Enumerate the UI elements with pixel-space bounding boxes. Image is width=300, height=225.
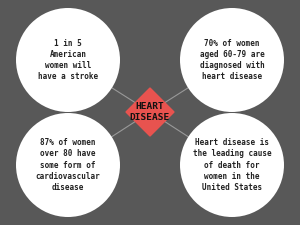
Polygon shape <box>126 88 174 136</box>
Text: 1 in 5
American
women will
have a stroke: 1 in 5 American women will have a stroke <box>38 39 98 81</box>
Text: Heart disease is
the leading cause
of death for
women in the
United States: Heart disease is the leading cause of de… <box>193 138 271 192</box>
Ellipse shape <box>180 8 284 112</box>
Text: 87% of women
over 80 have
some form of
cardiovascular
disease: 87% of women over 80 have some form of c… <box>36 138 100 192</box>
Ellipse shape <box>16 8 120 112</box>
Text: HEART
DISEASE: HEART DISEASE <box>130 102 170 122</box>
Ellipse shape <box>16 113 120 217</box>
Ellipse shape <box>180 113 284 217</box>
Text: 70% of women
aged 60-79 are
diagnosed with
heart disease: 70% of women aged 60-79 are diagnosed wi… <box>200 39 264 81</box>
